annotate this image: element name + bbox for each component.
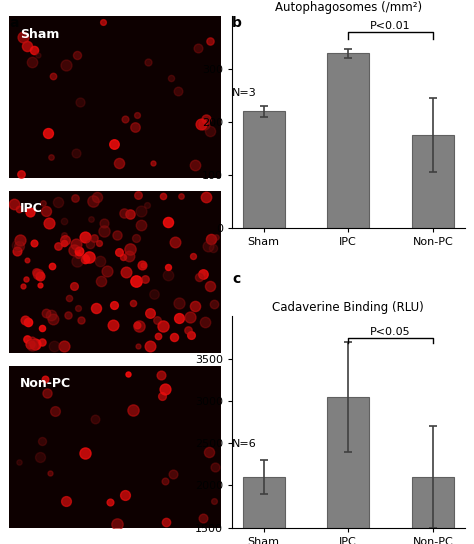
- Text: P<0.01: P<0.01: [370, 21, 411, 31]
- Text: N=6: N=6: [232, 440, 256, 449]
- Bar: [412, 135, 454, 227]
- Text: a: a: [9, 16, 19, 30]
- Bar: [243, 477, 285, 544]
- Text: IPC: IPC: [20, 202, 43, 215]
- Bar: [412, 477, 454, 544]
- Bar: [327, 397, 369, 544]
- Text: Sham: Sham: [20, 28, 59, 41]
- Text: c: c: [232, 272, 240, 286]
- Text: N=3: N=3: [232, 88, 256, 97]
- Bar: [327, 53, 369, 227]
- Title: Autophagosomes (/mm²): Autophagosomes (/mm²): [275, 1, 422, 14]
- Text: Non-PC: Non-PC: [20, 377, 71, 390]
- Text: b: b: [232, 16, 242, 30]
- Text: P<0.05: P<0.05: [370, 326, 411, 337]
- Title: Cadaverine Binding (RLU): Cadaverine Binding (RLU): [273, 301, 424, 314]
- Bar: [243, 112, 285, 227]
